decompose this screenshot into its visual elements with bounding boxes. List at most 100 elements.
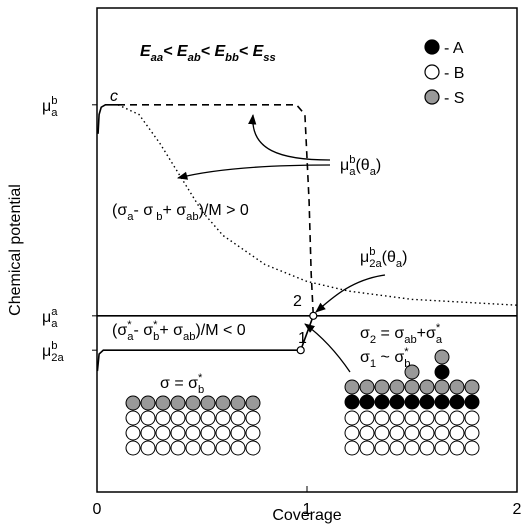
x-tick-label: 1 <box>303 501 312 518</box>
subscript: a <box>51 318 58 330</box>
atom <box>374 425 390 441</box>
atom <box>404 394 420 410</box>
atom <box>404 379 420 395</box>
y-tick-label: μb 2a <box>42 340 64 364</box>
subscript: b <box>404 358 410 370</box>
atom <box>404 410 420 426</box>
atom <box>434 349 450 365</box>
atom <box>155 440 171 456</box>
annotation: 1 <box>298 330 307 347</box>
atom <box>404 364 420 380</box>
annotation: μb 2a(θa) <box>360 246 407 270</box>
atom <box>200 395 216 411</box>
atom <box>434 425 450 441</box>
text-run: + σ <box>162 202 186 219</box>
atom <box>359 425 375 441</box>
text-run: (θ <box>382 249 396 266</box>
subscript: a <box>396 258 403 270</box>
line <box>118 104 315 316</box>
atom <box>449 379 465 395</box>
atom <box>170 440 186 456</box>
atom <box>449 425 465 441</box>
annotation: σ = σ* b <box>160 372 204 396</box>
atom <box>464 410 480 426</box>
atom <box>404 440 420 456</box>
legend-swatch <box>424 64 440 80</box>
annotation: μb a(θa) <box>340 154 381 178</box>
atom <box>170 395 186 411</box>
atom <box>125 395 141 411</box>
atom <box>434 410 450 426</box>
text-run: = σ <box>376 325 404 342</box>
atom <box>185 410 201 426</box>
atom <box>140 425 156 441</box>
subscript: 2a <box>51 352 64 364</box>
text-run: + σ <box>159 322 183 339</box>
text-run: < E <box>239 43 265 60</box>
line <box>299 315 315 351</box>
x-tick-label: 0 <box>93 501 102 518</box>
atom <box>140 410 156 426</box>
atom <box>125 410 141 426</box>
subscript: a <box>370 166 377 178</box>
subscript: ab <box>188 52 201 64</box>
subscript: a <box>127 211 134 223</box>
atom <box>389 379 405 395</box>
superscript: * <box>127 319 132 331</box>
text-run: < E <box>201 43 227 60</box>
subscript: bb <box>225 52 239 64</box>
text-run: - σ <box>133 202 153 219</box>
atom <box>374 440 390 456</box>
text-run: σ <box>360 349 370 366</box>
atom <box>434 440 450 456</box>
atom <box>230 395 246 411</box>
text-run: 2 <box>293 293 302 310</box>
atom <box>344 394 360 410</box>
subscript: ab <box>404 334 416 346</box>
atom <box>230 440 246 456</box>
atom <box>449 440 465 456</box>
atom <box>359 440 375 456</box>
atom <box>170 425 186 441</box>
atom <box>359 410 375 426</box>
atom <box>374 394 390 410</box>
atom <box>344 379 360 395</box>
atom <box>245 410 261 426</box>
atom <box>419 425 435 441</box>
atom <box>200 410 216 426</box>
atom <box>215 440 231 456</box>
atom <box>389 440 405 456</box>
atom <box>230 425 246 441</box>
superscript: b <box>51 340 57 352</box>
y-tick-label: μa a <box>42 306 58 330</box>
legend-label: - A <box>444 40 464 57</box>
legend-label: - B <box>444 65 464 82</box>
y-tick-label: μb a <box>42 95 58 119</box>
text-run: c <box>110 88 118 105</box>
point <box>309 311 318 320</box>
atom <box>215 425 231 441</box>
text-run: (σ <box>112 202 127 219</box>
text-run: ) <box>402 249 407 266</box>
atom <box>464 425 480 441</box>
text-run: μ <box>340 157 349 174</box>
annotation: c <box>110 88 118 105</box>
atom <box>404 425 420 441</box>
atom <box>419 440 435 456</box>
x-tick-label: 2 <box>513 501 522 518</box>
atom <box>245 395 261 411</box>
atom <box>389 410 405 426</box>
atom <box>449 410 465 426</box>
text-run: (θ <box>355 157 369 174</box>
atom <box>389 425 405 441</box>
superscript: * <box>198 372 203 384</box>
subscript: ss <box>263 52 275 64</box>
text-run: μ <box>42 309 51 326</box>
legend-swatch <box>424 39 440 55</box>
atom <box>374 410 390 426</box>
atom <box>215 395 231 411</box>
atom <box>344 410 360 426</box>
legend-label: - S <box>444 90 464 107</box>
text-run: σ = σ <box>160 375 198 392</box>
